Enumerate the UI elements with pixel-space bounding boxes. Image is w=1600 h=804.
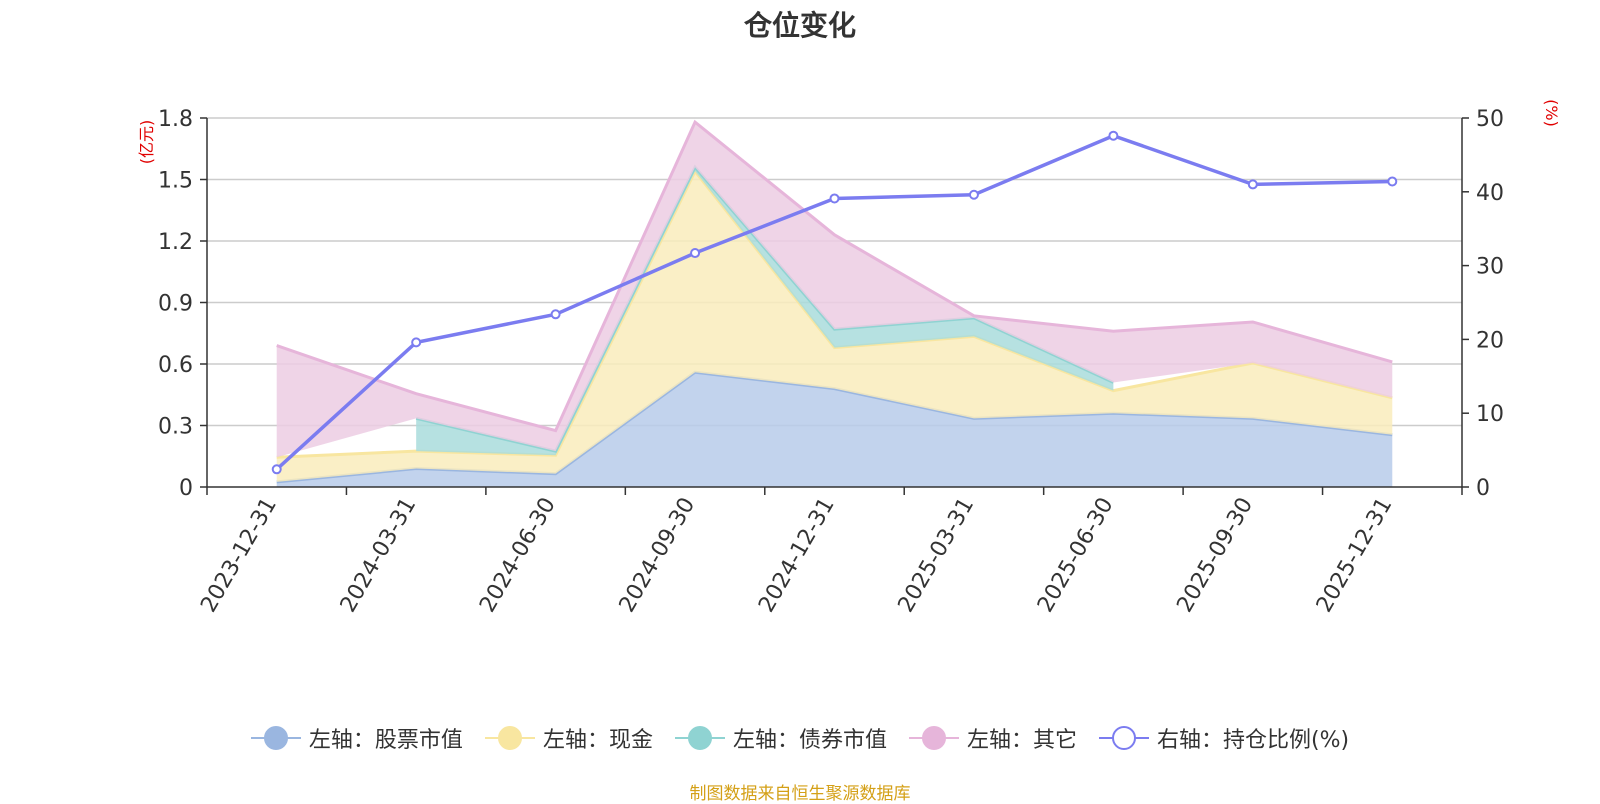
area-左轴：股票市值 [276,372,1393,487]
right-axis-tick-label: 30 [1476,255,1504,280]
left-axis-tick-label: 0.6 [158,353,193,378]
x-axis-tick-label: 2024-06-30 [475,494,561,617]
legend-item[interactable]: 左轴：现金 [484,722,653,754]
right-axis-tick-label: 40 [1476,181,1504,206]
legend-marker-icon [250,726,301,750]
legend-marker-icon [674,726,725,750]
legend-marker-icon [1098,726,1149,750]
x-axis-tick-label: 2023-12-31 [196,494,282,617]
x-axis-tick-label: 2024-12-31 [754,494,840,617]
ratio-point [550,309,561,320]
ratio-point [1387,176,1398,187]
area-左轴：现金 [276,171,1393,482]
left-axis-unit: (亿元) [137,120,156,165]
legend-marker-icon [484,726,535,750]
ratio-point [411,337,422,348]
right-axis-tick-label: 0 [1476,476,1490,501]
left-axis-tick-label: 0.9 [158,292,193,317]
left-axis-tick-label: 0 [179,476,193,501]
source-note: 制图数据来自恒生聚源数据库 [689,784,911,804]
legend-label: 右轴：持仓比例(%) [1156,728,1350,753]
x-axis-tick-label: 2025-09-30 [1172,494,1258,617]
plot-area: 0 0.3 0.6 0.9 1.2 1.5 1.8 0 10 20 30 40 50 (亿元) (%) 202… [137,99,1561,617]
ratio-point [1247,179,1258,190]
x-axis-tick-label: 2025-03-31 [894,494,980,617]
ratio-point [1108,130,1119,141]
chart-title: 仓位变化 [743,9,856,42]
left-axis-tick-label: 0.3 [158,415,193,440]
ratio-point [829,193,840,204]
legend-item[interactable]: 左轴：债券市值 [674,722,887,754]
x-axis-tick-label: 2025-12-31 [1312,494,1398,617]
ratio-point [690,248,701,259]
left-axis-tick-label: 1.5 [158,169,193,194]
x-axis-tick-label: 2024-09-30 [615,494,701,617]
right-axis-tick-label: 20 [1476,328,1504,353]
area-左轴：其它 [276,122,1393,458]
legend-label: 左轴：其它 [966,728,1077,753]
right-axis-unit: (%) [1542,99,1561,127]
legend-label: 左轴：债券市值 [732,728,887,753]
ratio-point [968,189,979,200]
left-axis-tick-label: 1.8 [158,107,193,132]
legend: 左轴：股票市值 左轴：现金 左轴：债券市值 左轴：其它 右轴：持仓比例(%) [0,722,1600,754]
legend-item[interactable]: 左轴：股票市值 [250,722,463,754]
legend-item[interactable]: 左轴：其它 [908,722,1077,754]
x-axis-tick-label: 2024-03-31 [336,494,422,617]
legend-item[interactable]: 右轴：持仓比例(%) [1098,722,1350,754]
area-edge-左轴：其它 [276,119,1393,433]
x-axis-tick-label: 2025-06-30 [1033,494,1119,617]
left-axis-tick-label: 1.2 [158,230,193,255]
right-axis-tick-label: 10 [1476,402,1504,427]
legend-label: 左轴：股票市值 [308,728,463,753]
legend-label: 左轴：现金 [542,728,653,753]
ratio-point [271,464,282,475]
legend-marker-icon [908,726,959,750]
right-axis-tick-label: 50 [1476,107,1504,132]
